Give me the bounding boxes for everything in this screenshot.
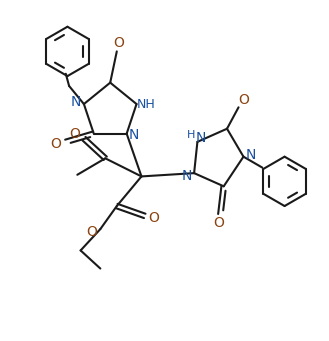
Text: O: O (238, 93, 249, 107)
Text: O: O (113, 36, 124, 50)
Text: H: H (187, 130, 196, 139)
Text: N: N (195, 131, 206, 145)
Text: O: O (87, 225, 98, 239)
Text: O: O (148, 210, 160, 224)
Text: O: O (213, 217, 224, 231)
Text: N: N (70, 95, 81, 109)
Text: N: N (245, 148, 256, 162)
Text: O: O (69, 127, 80, 140)
Text: O: O (50, 136, 61, 150)
Text: N: N (129, 128, 139, 142)
Text: N: N (182, 169, 192, 183)
Text: NH: NH (137, 98, 156, 110)
